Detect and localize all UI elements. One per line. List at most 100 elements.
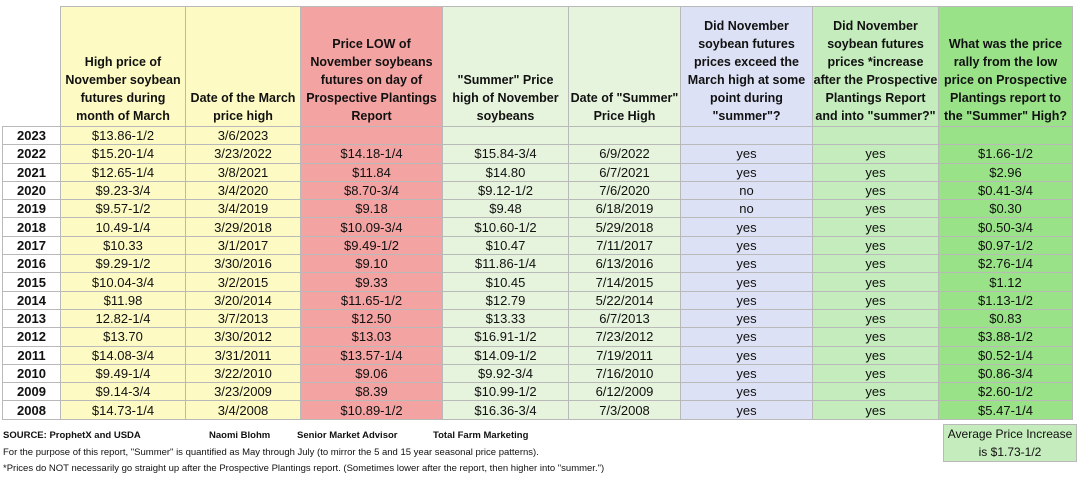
summer-high-date-cell: 5/22/2014 xyxy=(568,290,681,310)
plantings-low-cell: $13.03 xyxy=(300,327,443,347)
march-high-date-cell: 3/4/2019 xyxy=(185,199,301,219)
exceed-cell: yes xyxy=(680,144,813,164)
march-high-cell: $10.33 xyxy=(60,235,186,256)
march-high-date-cell: 3/23/2009 xyxy=(185,382,301,402)
exceed-cell: yes xyxy=(680,217,813,237)
exceed-cell: yes xyxy=(680,254,813,274)
average-increase-box: Average Price Increase is $1.73-1/2 xyxy=(943,424,1077,462)
exceed-cell: yes xyxy=(680,162,813,182)
table-row: 2008 $14.73-1/4 3/4/2008 $10.89-1/2 $16.36-3… xyxy=(2,400,1073,420)
rally-cell: $0.86-3/4 xyxy=(938,363,1073,384)
exceed-cell: yes xyxy=(680,272,813,292)
rally-cell: $1.66-1/2 xyxy=(938,144,1073,164)
march-high-date-cell: 3/1/2017 xyxy=(185,235,301,256)
summer-high-cell: $14.80 xyxy=(442,162,569,182)
increase-cell: yes xyxy=(812,217,939,237)
rally-cell: $0.30 xyxy=(938,199,1073,219)
plantings-low-cell: $9.33 xyxy=(300,272,443,292)
march-high-cell: $9.49-1/4 xyxy=(60,363,186,384)
summer-high-cell: $14.09-1/2 xyxy=(442,345,569,365)
rally-cell: $0.50-3/4 xyxy=(938,217,1073,237)
summer-high-date-cell: 7/16/2010 xyxy=(568,363,681,384)
exceed-cell: yes xyxy=(680,308,813,329)
march-high-date-cell: 3/4/2020 xyxy=(185,180,301,201)
summer-high-date-cell: 6/7/2021 xyxy=(568,162,681,182)
increase-cell: yes xyxy=(812,235,939,256)
plantings-low-cell xyxy=(300,125,443,146)
exceed-cell: no xyxy=(680,199,813,219)
plantings-low-cell: $10.89-1/2 xyxy=(300,400,443,420)
increase-cell: yes xyxy=(812,290,939,310)
summer-high-cell: $12.79 xyxy=(442,290,569,310)
exceed-cell: yes xyxy=(680,363,813,384)
summer-high-cell: $15.84-3/4 xyxy=(442,144,569,164)
table-row: 2018 10.49-1/4 3/29/2018 $10.09-3/4 $10.60-1… xyxy=(2,217,1073,237)
increase-cell: yes xyxy=(812,254,939,274)
increase-cell: yes xyxy=(812,180,939,201)
average-increase-label: Average Price Increase xyxy=(947,427,1073,441)
header-exceed-march-high: Did November soybean futures prices exce… xyxy=(680,6,813,127)
summer-high-date-cell: 7/11/2017 xyxy=(568,235,681,256)
increase-cell: yes xyxy=(812,308,939,329)
year-cell: 2010 xyxy=(2,363,61,384)
header-plantings-low: Price LOW of November soybeans futures o… xyxy=(300,6,443,127)
header-summer-high-date: Date of "Summer" Price High xyxy=(568,6,681,127)
average-increase-value: is $1.73-1/2 xyxy=(978,445,1042,459)
increase-cell: yes xyxy=(812,345,939,365)
march-high-cell: $11.98 xyxy=(60,290,186,310)
march-high-cell: $15.20-1/4 xyxy=(60,144,186,164)
author-name: Naomi Blohm xyxy=(209,430,271,441)
march-high-date-cell: 3/6/2023 xyxy=(185,125,301,146)
header-march-high: High price of November soybean futures d… xyxy=(60,6,186,127)
march-high-cell: $10.04-3/4 xyxy=(60,272,186,292)
year-cell: 2015 xyxy=(2,272,61,292)
march-high-date-cell: 3/7/2013 xyxy=(185,308,301,329)
increase-cell xyxy=(812,125,939,146)
year-cell: 2012 xyxy=(2,327,61,347)
increase-cell: yes xyxy=(812,400,939,420)
march-high-cell: $9.14-3/4 xyxy=(60,382,186,402)
summer-high-date-cell: 6/9/2022 xyxy=(568,144,681,164)
increase-cell: yes xyxy=(812,144,939,164)
table-row: 2009 $9.14-3/4 3/23/2009 $8.39 $10.99-1/2 6/1… xyxy=(2,382,1073,402)
summer-high-date-cell: 6/12/2009 xyxy=(568,382,681,402)
year-cell: 2022 xyxy=(2,144,61,164)
company-name: Total Farm Marketing xyxy=(433,430,529,441)
table-row: 2013 12.82-1/4 3/7/2013 $12.50 $13.33 6/7/201… xyxy=(2,308,1073,329)
year-cell: 2019 xyxy=(2,199,61,219)
march-high-cell: $9.23-3/4 xyxy=(60,180,186,201)
increase-cell: yes xyxy=(812,382,939,402)
summer-high-date-cell: 7/14/2015 xyxy=(568,272,681,292)
rally-cell: $0.97-1/2 xyxy=(938,235,1073,256)
plantings-low-cell: $10.09-3/4 xyxy=(300,217,443,237)
summer-high-cell: $10.99-1/2 xyxy=(442,382,569,402)
increase-cell: yes xyxy=(812,199,939,219)
plantings-low-cell: $11.84 xyxy=(300,162,443,182)
plantings-low-cell: $9.06 xyxy=(300,363,443,384)
summer-high-cell: $10.60-1/2 xyxy=(442,217,569,237)
march-high-cell: $12.65-1/4 xyxy=(60,162,186,182)
march-high-cell: 10.49-1/4 xyxy=(60,217,186,237)
header-march-high-date: Date of the March price high xyxy=(185,6,301,127)
year-cell: 2011 xyxy=(2,345,61,365)
summer-high-cell: $9.48 xyxy=(442,199,569,219)
rally-cell: $2.76-1/4 xyxy=(938,254,1073,274)
summer-high-date-cell xyxy=(568,125,681,146)
rally-cell: $3.88-1/2 xyxy=(938,327,1073,347)
exceed-cell: yes xyxy=(680,400,813,420)
march-high-date-cell: 3/2/2015 xyxy=(185,272,301,292)
rally-cell: $2.96 xyxy=(938,162,1073,182)
year-cell: 2017 xyxy=(2,235,61,256)
header-year xyxy=(2,6,61,127)
march-high-cell: $14.08-3/4 xyxy=(60,345,186,365)
summer-high-date-cell: 6/18/2019 xyxy=(568,199,681,219)
table-row: 2020 $9.23-3/4 3/4/2020 $8.70-3/4 $9.12-1/2 7… xyxy=(2,180,1073,201)
exceed-cell xyxy=(680,125,813,146)
plantings-low-cell: $8.39 xyxy=(300,382,443,402)
table-row: 2015 $10.04-3/4 3/2/2015 $9.33 $10.45 7/14/20… xyxy=(2,272,1073,292)
rally-cell: $2.60-1/2 xyxy=(938,382,1073,402)
soybean-price-table: High price of November soybean futures d… xyxy=(2,6,1073,420)
header-summer-high: "Summer" Price high of November soybeans xyxy=(442,6,569,127)
source-label: SOURCE: ProphetX and USDA xyxy=(3,430,141,441)
year-cell: 2023 xyxy=(2,125,61,146)
